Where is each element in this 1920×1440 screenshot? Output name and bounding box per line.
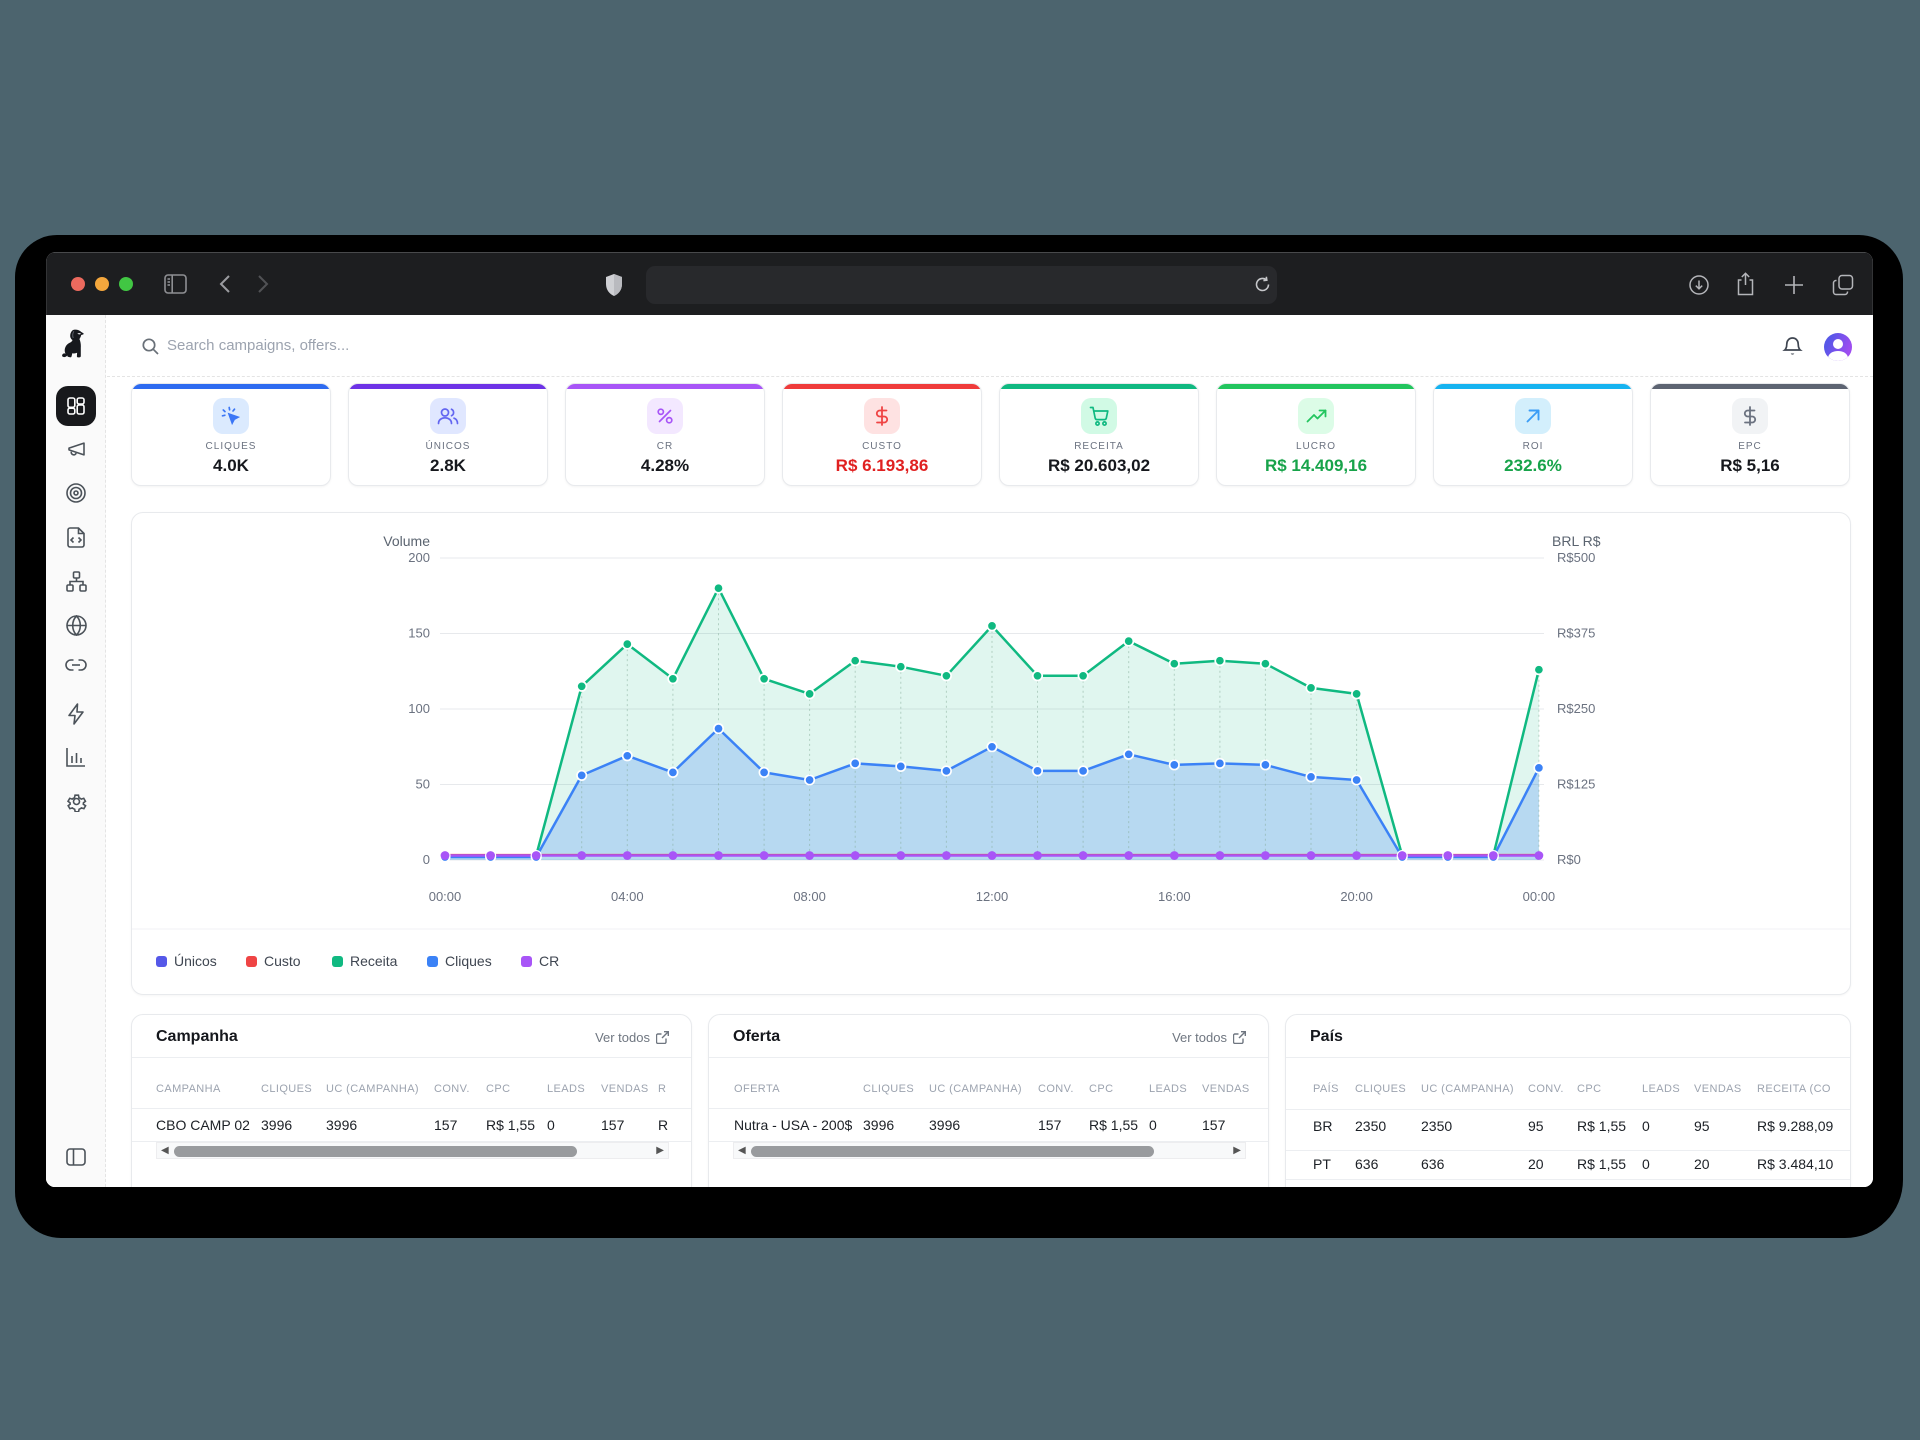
svg-text:00:00: 00:00 (429, 889, 462, 904)
svg-text:20:00: 20:00 (1340, 889, 1373, 904)
svg-text:150: 150 (408, 626, 430, 641)
svg-text:Volume: Volume (383, 533, 430, 549)
svg-text:R$125: R$125 (1557, 777, 1595, 792)
svg-text:R$250: R$250 (1557, 701, 1595, 716)
svg-text:50: 50 (416, 777, 430, 792)
svg-text:R$0: R$0 (1557, 852, 1581, 867)
svg-text:00:00: 00:00 (1523, 889, 1556, 904)
svg-text:0: 0 (423, 852, 430, 867)
svg-text:08:00: 08:00 (793, 889, 826, 904)
svg-text:200: 200 (408, 550, 430, 565)
svg-text:12:00: 12:00 (976, 889, 1009, 904)
svg-text:R$500: R$500 (1557, 550, 1595, 565)
svg-text:R$375: R$375 (1557, 626, 1595, 641)
svg-text:04:00: 04:00 (611, 889, 644, 904)
svg-text:16:00: 16:00 (1158, 889, 1191, 904)
svg-text:BRL R$: BRL R$ (1552, 533, 1601, 549)
svg-text:100: 100 (408, 701, 430, 716)
